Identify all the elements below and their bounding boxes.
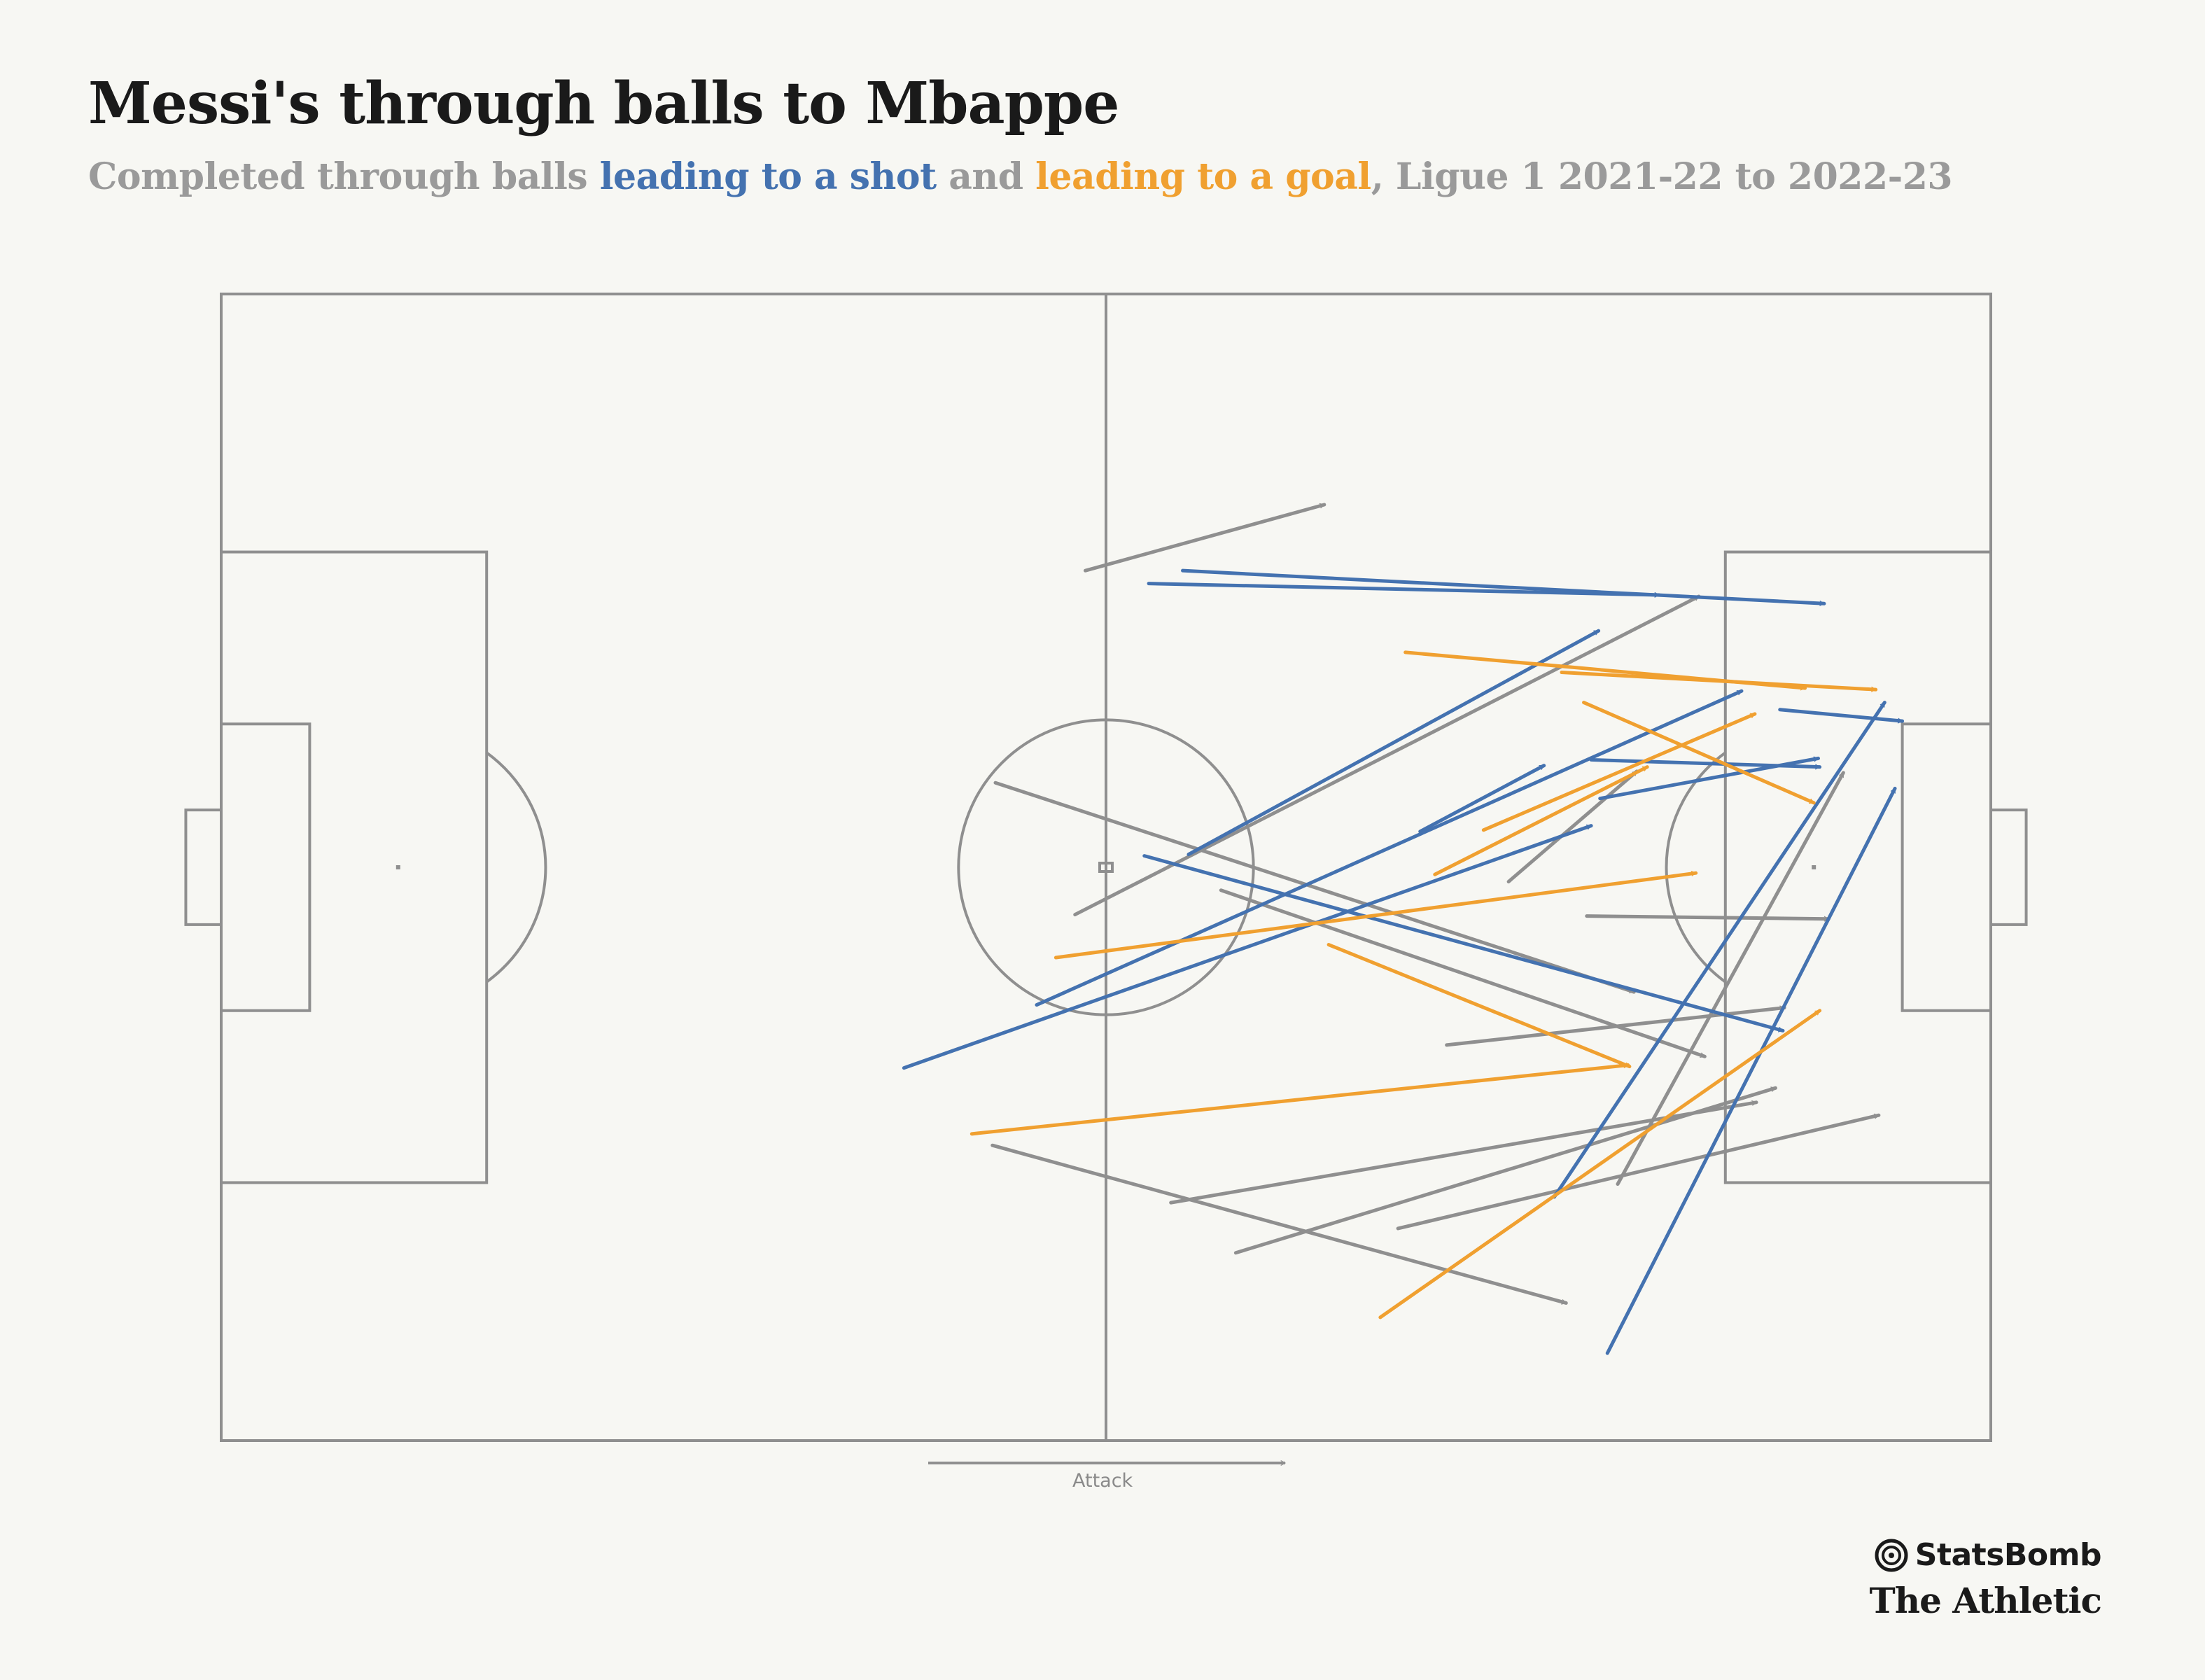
pass-arrow-shot-1: [1147, 582, 1661, 598]
pass-arrow-shot-13: [1418, 764, 1546, 834]
pass-arrow-goal-6: [1560, 671, 1878, 692]
subtitle-goal-legend: leading to a goal: [1035, 155, 1371, 198]
pass-arrow-goal-32: [1378, 1009, 1822, 1320]
pass-arrow-goal-14: [1433, 765, 1649, 876]
pass-arrow-other-22: [993, 780, 1636, 994]
right-penalty-arc: [1665, 751, 1726, 983]
pass-arrow-shot-18: [1605, 786, 1897, 1355]
left-penalty-arc: [486, 751, 547, 983]
pass-arrow-shot-23: [1142, 854, 1785, 1032]
pass-arrow-shot-7: [1035, 689, 1744, 1007]
left-goal: [184, 808, 223, 926]
pass-arrow-goal-20: [1054, 871, 1698, 960]
centre-spot: [1098, 862, 1114, 873]
pass-arrow-other-0: [1084, 503, 1326, 573]
right-six-yard-box: [1900, 722, 1993, 1012]
pass-arrow-other-30: [1396, 1113, 1881, 1231]
pass-arrow-other-17: [1616, 771, 1845, 1186]
pass-arrow-goal-10: [1582, 701, 1816, 805]
pass-arrow-other-3: [1073, 594, 1701, 917]
credits: StatsBomb The Athletic: [1869, 1537, 2102, 1621]
pass-arrow-shot-16: [902, 824, 1593, 1070]
pass-arrow-goal-9: [1481, 712, 1757, 832]
pass-arrow-shot-8: [1778, 708, 1905, 724]
right-penalty-box: [1723, 550, 1993, 1184]
pass-arrow-shot-2: [1181, 568, 1826, 606]
subtitle-text-2: and: [936, 155, 1036, 198]
pass-arrow-other-29: [1233, 1086, 1777, 1255]
chart-subtitle: Completed through balls leading to a sho…: [88, 155, 1953, 198]
passes-layer: [902, 503, 1905, 1355]
pass-arrow-goal-25: [1326, 943, 1632, 1069]
pass-arrow-other-24: [1219, 888, 1707, 1058]
pitch-lines: [184, 293, 2028, 1442]
left-six-yard-box: [220, 722, 312, 1012]
pass-arrow-shot-4: [1186, 629, 1601, 857]
statsbomb-credit: StatsBomb: [1870, 1537, 2102, 1573]
pass-arrow-goal-27: [969, 1063, 1630, 1136]
left-penalty-spot: [396, 865, 400, 869]
athletic-credit: The Athletic: [1869, 1580, 2102, 1621]
pass-arrow-shot-12: [1598, 756, 1821, 801]
subtitle-shot-legend: leading to a shot: [599, 155, 937, 198]
subtitle-text-1: Completed through balls: [88, 155, 600, 198]
right-penalty-spot: [1812, 865, 1816, 869]
left-penalty-box: [220, 550, 489, 1184]
pass-arrow-shot-19: [1552, 701, 1886, 1199]
chart-title: Messi's through balls to Mbappe: [88, 70, 1119, 137]
right-goal: [1989, 808, 2028, 926]
pass-arrow-other-28: [1169, 1100, 1758, 1205]
pass-arrow-other-21: [1585, 914, 1830, 922]
attack-label: Attack: [1072, 1470, 1133, 1492]
statsbomb-text: StatsBomb: [1914, 1537, 2102, 1573]
statsbomb-logo-icon: [1875, 1539, 1908, 1572]
pass-arrow-other-15: [1506, 769, 1639, 883]
subtitle-text-3: , Ligue 1 2021-22 to 2022-23: [1371, 155, 1953, 198]
pass-arrow-other-31: [990, 1143, 1568, 1305]
